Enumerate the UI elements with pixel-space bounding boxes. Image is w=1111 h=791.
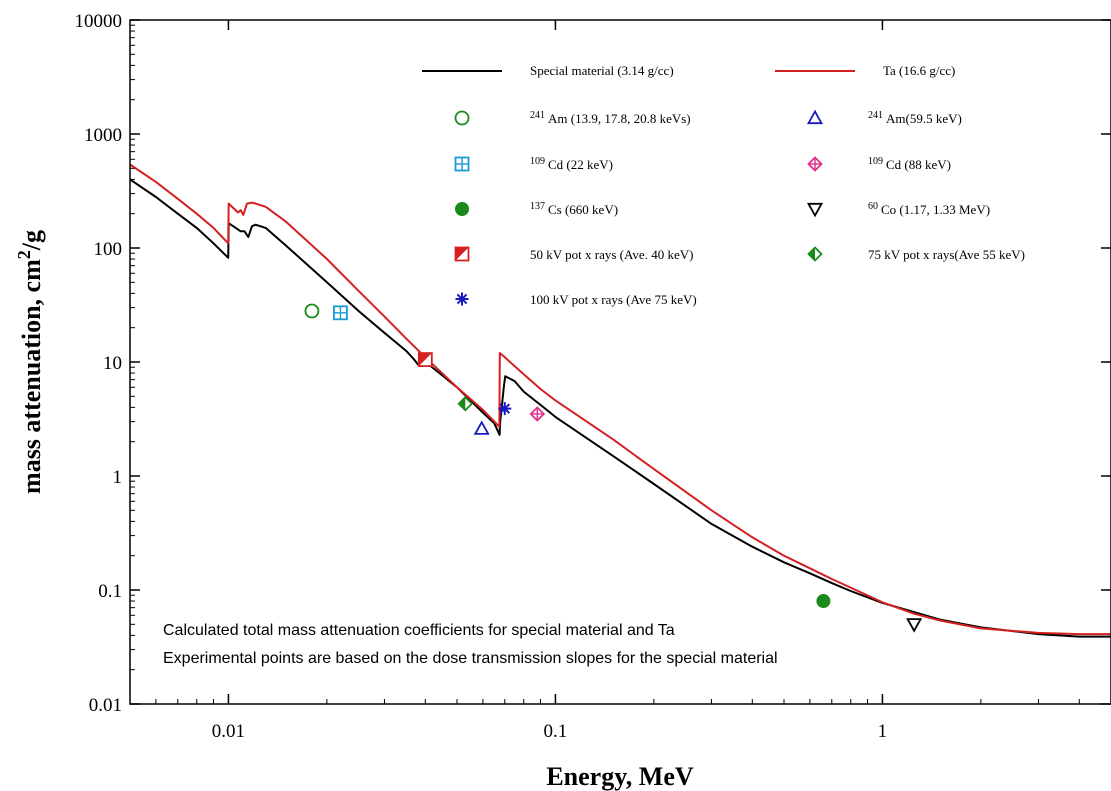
legend-label: 109 Cd (88 keV) [868,156,951,172]
data-markers [304,303,923,633]
legend-marker-diamond-half [807,246,823,262]
y-tick-label: 0.01 [89,695,122,716]
annotation-line-1: Calculated total mass attenuation coeffi… [163,622,675,639]
data-point-circle-filled [816,594,831,609]
y-tick-label: 10 [103,353,122,374]
legend-marker-diamond-cross [807,156,823,172]
legend-marker-circle-filled [455,202,469,216]
legend-label: 241 Am (13.9, 17.8, 20.8 keVs) [530,110,691,126]
axis-ticks: 0.01 0.1 1 10 100 1000 10000 0.01 0.1 1 [75,11,1111,742]
y-axis-title: mass attenuation, cm2/g [14,230,46,494]
y-tick-label: 1 [113,467,123,488]
legend-label: 60 Co (1.17, 1.33 MeV) [868,201,990,217]
x-tick-label: 0.1 [544,721,568,742]
data-point-square-cross [333,305,348,321]
legend-label: Ta (16.6 g/cc) [883,63,955,78]
legend-label-text: 75 kV pot x rays(Ave 55 keV) [868,247,1025,262]
data-point-diamond-half [457,396,474,412]
legend-label: 75 kV pot x rays(Ave 55 keV) [868,247,1025,262]
annotation-line-2: Experimental points are based on the dos… [163,650,778,667]
y-tick-label: 1000 [84,125,122,146]
y-axis-title-main: mass attenuation, cm [17,259,46,494]
legend-isotope: 109 [868,156,883,167]
legend-isotope: 60 [868,201,878,212]
legend-marker-triangle-down-open [806,202,824,218]
legend-marker-square-half [454,246,470,262]
legend-marker-asterisk [455,292,469,306]
y-tick-label: 0.1 [98,581,122,602]
legend-label-text: 50 kV pot x rays (Ave. 40 keV) [530,247,693,262]
x-axis-title: Energy, MeV [546,762,694,791]
legend-label-text: Cd (88 keV) [886,157,951,172]
legend-label-text: Am (13.9, 17.8, 20.8 keVs) [548,111,691,126]
series-line-1 [129,163,1111,636]
x-tick-label: 1 [878,721,888,742]
legend: Special material (3.14 g/cc) Ta (16.6 g/c… [422,63,1025,307]
data-point-asterisk [498,402,512,416]
legend-isotope: 109 [530,156,545,167]
x-tick-label: 0.01 [212,721,245,742]
legend-label: 137 Cs (660 keV) [530,201,618,217]
series-line-0 [129,178,1111,638]
legend-label: Special material (3.14 g/cc) [530,63,674,78]
data-point-square-half [417,352,433,367]
data-point-circle-open [304,303,320,319]
series-lines [129,163,1111,638]
legend-label: 109 Cd (22 keV) [530,156,613,172]
legend-label-text: Cs (660 keV) [548,202,618,217]
y-axis-title-tail: /g [17,230,46,251]
legend-label-text: Cd (22 keV) [548,157,613,172]
data-point-triangle-open [473,420,490,435]
legend-label: 241 Am(59.5 keV) [868,110,962,126]
y-tick-label: 10000 [75,11,123,32]
y-tick-label: 100 [94,239,123,260]
legend-marker-circle-open [454,110,470,126]
data-point-diamond-cross [529,406,546,422]
legend-marker-square-cross [454,156,470,172]
legend-isotope: 241 [530,110,545,121]
legend-label: 50 kV pot x rays (Ave. 40 keV) [530,247,693,262]
legend-marker-triangle-open [806,109,824,125]
legend-label: 100 kV pot x rays (Ave 75 keV) [530,292,697,307]
legend-isotope: 137 [530,201,545,212]
legend-isotope: 241 [868,110,883,121]
legend-label-text: Am(59.5 keV) [886,111,962,126]
data-point-triangle-down-open [906,618,923,633]
legend-label-text: Co (1.17, 1.33 MeV) [881,202,990,217]
legend-label-text: 100 kV pot x rays (Ave 75 keV) [530,292,697,307]
y-axis-title-sup: 2 [14,250,34,259]
